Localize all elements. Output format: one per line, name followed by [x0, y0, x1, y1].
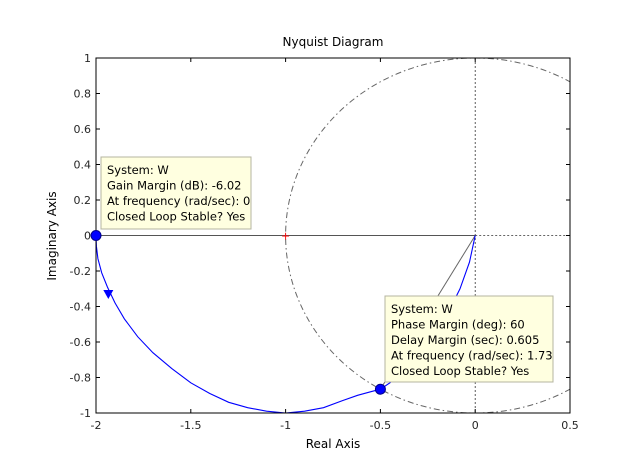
x-tick-label: -2	[91, 419, 102, 432]
phase-margin-tip-line: At frequency (rad/sec): 1.73	[391, 349, 553, 363]
phase-margin-tip-line: Phase Margin (deg): 60	[391, 318, 525, 332]
x-tick-label: -1.5	[180, 419, 201, 432]
y-tick-label: 1	[84, 52, 91, 65]
y-tick-label: -0.8	[70, 372, 91, 385]
gain-margin-tip-box	[100, 156, 252, 230]
y-tick-label: -0.2	[70, 265, 91, 278]
x-tick-label: 0	[472, 419, 479, 432]
x-tick-label: -1	[280, 419, 291, 432]
gain-margin-tip-line: System: W	[107, 163, 169, 177]
y-tick-label: 0.8	[74, 88, 92, 101]
y-tick-label: -0.6	[70, 336, 91, 349]
y-tick-label: -0.4	[70, 301, 91, 314]
phase-margin-tip-line: Delay Margin (sec): 0.605	[391, 333, 539, 347]
x-tick-label: -0.5	[370, 419, 391, 432]
direction-arrow	[103, 289, 114, 299]
phase-margin-point	[374, 383, 386, 395]
gain-margin-point	[90, 230, 102, 241]
critical-point-marker: +	[281, 230, 290, 243]
y-tick-label: -1	[80, 407, 91, 420]
phase-margin-tip-line: Closed Loop Stable? Yes	[391, 364, 529, 378]
phase-margin-tip-box	[384, 295, 554, 383]
y-axis-label: Imaginary Axis	[45, 191, 59, 280]
x-tick-label: 0.5	[561, 419, 579, 432]
chart-title: Nyquist Diagram	[283, 35, 384, 49]
phase-margin-tip-line: System: W	[391, 302, 453, 316]
gain-margin-tip-line: Closed Loop Stable? Yes	[107, 210, 245, 224]
y-tick-label: 0.2	[74, 194, 92, 207]
gain-margin-tip-line: At frequency (rad/sec): 0	[107, 194, 250, 208]
y-tick-label: 0.4	[74, 159, 92, 172]
gain-margin-tip-line: Gain Margin (dB): -6.02	[107, 179, 241, 193]
y-tick-label: 0	[84, 230, 91, 243]
y-tick-label: 0.6	[74, 123, 92, 136]
x-axis-label: Real Axis	[306, 437, 361, 451]
unit-circle	[285, 58, 570, 413]
